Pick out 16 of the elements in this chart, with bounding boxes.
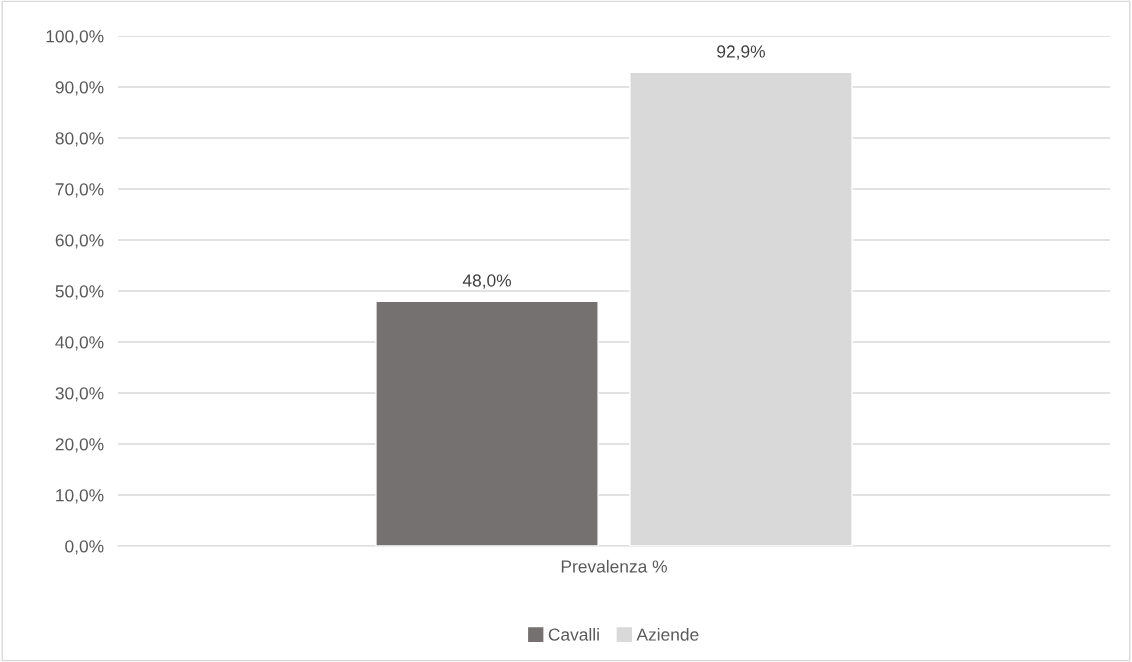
y-tick-label: 90,0% — [55, 81, 104, 96]
data-label: 48,0% — [462, 274, 512, 289]
y-tick-label: 50,0% — [55, 285, 104, 300]
y-tick-label: 80,0% — [55, 132, 104, 147]
y-tick-label: 60,0% — [55, 234, 104, 249]
legend-label: Aziende — [636, 628, 699, 641]
y-tick-label: 10,0% — [56, 489, 104, 504]
data-label: 92,9% — [717, 45, 765, 60]
y-tick-label: 70,0% — [55, 183, 104, 198]
y-tick-label: 0,0% — [65, 540, 104, 555]
legend-label: Cavalli — [548, 628, 599, 641]
y-tick-label: 30,0% — [55, 387, 104, 402]
y-tick-label: 20,0% — [55, 438, 104, 453]
x-tick-label: Prevalenza % — [561, 559, 667, 573]
y-tick-label: 100,0% — [46, 30, 104, 45]
y-tick-label: 40,0% — [55, 336, 104, 351]
